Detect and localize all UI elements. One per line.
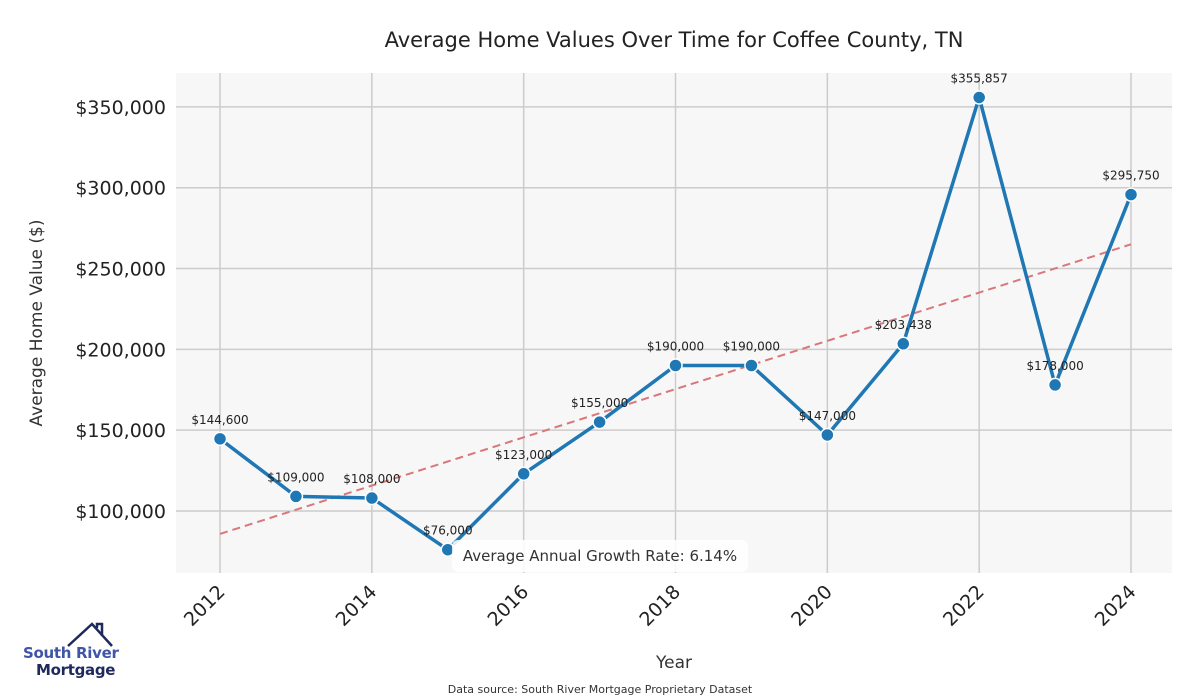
data-label: $178,000: [1026, 359, 1083, 373]
y-tick-label: $300,000: [75, 178, 166, 200]
data-label: $355,857: [951, 71, 1008, 85]
data-label: $123,000: [495, 448, 552, 462]
data-point: [744, 358, 759, 373]
data-label: $109,000: [267, 470, 324, 484]
data-source: Data source: South River Mortgage Propri…: [448, 683, 753, 696]
data-label: $108,000: [343, 472, 400, 486]
chart-title: Average Home Values Over Time for Coffee…: [385, 28, 964, 52]
x-tick-label: 2024: [1091, 581, 1141, 631]
data-label: $295,750: [1102, 169, 1159, 183]
x-tick-label: 2012: [180, 581, 230, 631]
data-point: [364, 490, 380, 506]
plot-area: [176, 73, 1172, 573]
data-point: [896, 336, 911, 352]
data-point: [971, 90, 987, 105]
data-label: $203,438: [875, 318, 932, 332]
data-point: [212, 431, 228, 447]
data-point: [1047, 377, 1063, 393]
x-tick-label: 2016: [483, 581, 533, 631]
data-label: $144,600: [191, 413, 248, 427]
y-tick-label: $350,000: [75, 97, 166, 119]
logo-line1: South River: [23, 644, 119, 662]
data-point: [1123, 187, 1139, 202]
data-point: [820, 427, 835, 443]
south-river-mortgage-logo: South River Mortgage: [22, 622, 119, 682]
x-tick-label: 2018: [635, 581, 685, 631]
data-label: $155,000: [571, 396, 628, 410]
y-tick-label: $250,000: [75, 259, 166, 281]
x-tick-label: 2014: [332, 581, 382, 631]
y-tick-label: $200,000: [75, 339, 166, 361]
x-tick-label: 2022: [939, 581, 989, 631]
data-label: $76,000: [423, 524, 473, 538]
data-point: [516, 466, 531, 482]
y-tick-label: $150,000: [75, 420, 166, 442]
growth-annotation: Average Annual Growth Rate: 6.14%: [452, 540, 748, 572]
y-tick-label: $100,000: [75, 501, 166, 523]
logo-house-icon: [67, 622, 113, 647]
logo-line2: Mortgage: [36, 661, 116, 679]
data-point: [592, 414, 607, 430]
data-point: [288, 489, 304, 504]
growth-annotation-text: Average Annual Growth Rate: 6.14%: [463, 547, 737, 565]
data-point: [668, 358, 683, 373]
x-tick-label: 2020: [787, 581, 837, 631]
trendline: [219, 243, 1132, 535]
data-label: $190,000: [723, 340, 780, 354]
data-label: $147,000: [799, 409, 856, 423]
y-axis-label: Average Home Value ($): [27, 220, 47, 427]
x-axis-label: Year: [655, 653, 692, 673]
data-label: $190,000: [647, 340, 704, 354]
